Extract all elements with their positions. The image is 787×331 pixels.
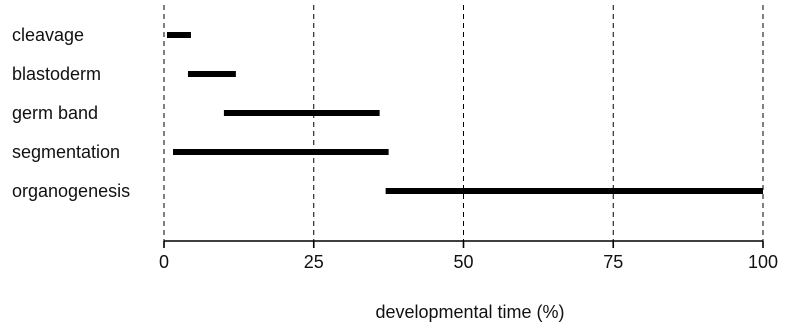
range-bar — [187, 71, 236, 77]
x-tick-label: 0 — [159, 252, 169, 272]
category-labels: cleavage blastoderm germ band segmentation o… — [12, 25, 130, 201]
grid-lines — [163, 5, 764, 241]
range-bar — [385, 188, 763, 194]
category-label: germ band — [12, 103, 98, 123]
category-label: blastoderm — [12, 64, 101, 84]
x-axis: 0 25 50 75 100 — [159, 240, 778, 272]
category-label: cleavage — [12, 25, 84, 45]
x-tick-label: 50 — [453, 252, 473, 272]
range-bar — [223, 110, 380, 116]
x-tick-label: 75 — [603, 252, 623, 272]
range-bar — [172, 149, 389, 155]
x-axis-title: developmental time (%) — [375, 302, 564, 322]
x-tick-label: 100 — [748, 252, 778, 272]
category-label: organogenesis — [12, 181, 130, 201]
range-bar — [166, 32, 191, 38]
category-label: segmentation — [12, 142, 120, 162]
x-tick-label: 25 — [304, 252, 324, 272]
range-bars — [166, 32, 763, 194]
